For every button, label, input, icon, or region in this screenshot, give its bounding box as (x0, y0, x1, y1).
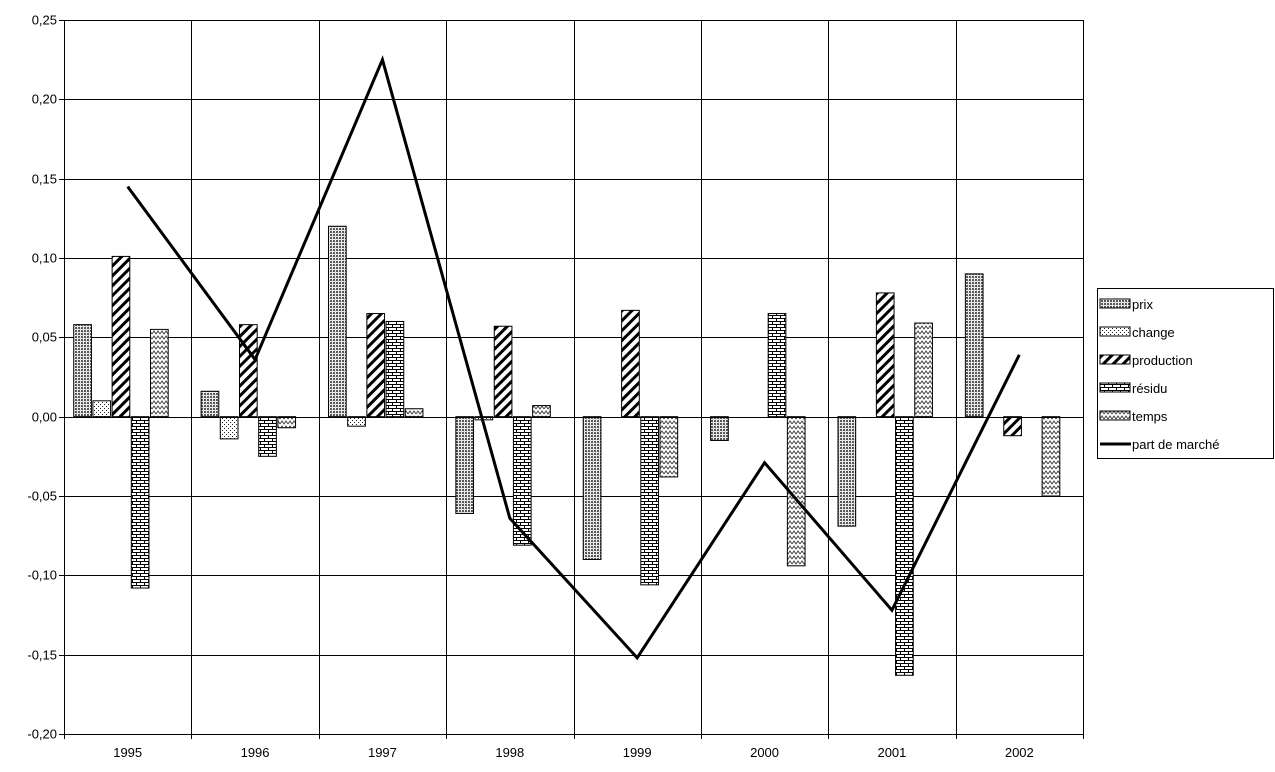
legend-swatch (1099, 298, 1131, 309)
line-series (126, 55, 1021, 661)
x-tick-label: 1997 (368, 745, 397, 760)
legend-label: production (1132, 353, 1193, 368)
bar-temps-2001 (914, 322, 933, 418)
bar-temps-2002 (1041, 416, 1061, 497)
bar-production-2001 (875, 292, 895, 418)
bar-rsidu-2001 (895, 416, 914, 676)
legend-label: prix (1132, 297, 1153, 312)
axes: 0,25 0,20 0,15 0,10 0,05 0,00 -0,05 -0,10 -0,15 -… (27, 13, 1084, 760)
x-tick-label: 1996 (241, 745, 270, 760)
y-tick-label: 0,25 (32, 13, 57, 28)
bar-prix-1995 (73, 324, 92, 418)
y-tick-label: 0,00 (32, 410, 57, 425)
bar-production-1999 (621, 309, 640, 418)
y-tick-label: 0,15 (32, 172, 57, 187)
legend-label: temps (1132, 409, 1168, 424)
legend-swatch (1099, 354, 1131, 365)
bar-temps-1996 (277, 416, 297, 429)
x-tick-label: 2000 (750, 745, 779, 760)
bar-production-1998 (493, 325, 513, 418)
bar-production-1997 (366, 313, 386, 418)
legend-label: part de marché (1132, 437, 1219, 452)
y-tick-label: -0,10 (27, 568, 57, 583)
line-part-de-marche (126, 55, 1021, 661)
bar-rsidu-1998 (512, 416, 532, 546)
y-tick-label: -0,15 (27, 648, 57, 663)
bar-production-1996 (238, 324, 258, 418)
bar-temps-1999 (659, 416, 679, 478)
bar-prix-1996 (200, 390, 220, 418)
legend-swatch (1099, 382, 1131, 393)
y-tick-label: 0,05 (32, 330, 57, 345)
bar-change-1995 (92, 400, 112, 418)
y-tick-label: -0,05 (27, 489, 57, 504)
bar-prix-1998 (455, 416, 475, 514)
bar-production-2002 (1003, 416, 1022, 437)
bar-prix-2002 (964, 273, 984, 418)
bar-prix-2000 (710, 416, 729, 441)
bar-temps-1995 (149, 328, 169, 418)
legend-label: change (1132, 325, 1175, 340)
bar-rsidu-1996 (258, 416, 277, 457)
bars (73, 225, 1061, 676)
x-tick-label: 1999 (623, 745, 652, 760)
bar-prix-2001 (837, 416, 857, 527)
bar-temps-1997 (404, 408, 424, 418)
bar-rsidu-1997 (385, 320, 405, 418)
x-tick-label: 2001 (877, 745, 906, 760)
y-tick-label: 0,20 (32, 92, 57, 107)
bar-rsidu-1999 (640, 416, 659, 586)
bar-rsidu-2000 (767, 313, 787, 418)
y-tick-label: 0,10 (32, 251, 57, 266)
x-tick-label: 1998 (495, 745, 524, 760)
bar-prix-1997 (327, 225, 347, 418)
bar-prix-1999 (582, 416, 602, 560)
legend-label: résidu (1132, 381, 1167, 396)
legend-swatch (1099, 410, 1131, 421)
legend: prix change production résidu temps part de m… (1097, 288, 1274, 459)
bar-change-1996 (219, 416, 239, 440)
legend-box (1097, 288, 1274, 459)
x-tick-label: 1995 (113, 745, 142, 760)
x-tick-label: 2002 (1005, 745, 1034, 760)
legend-swatch (1099, 326, 1131, 337)
bar-temps-1998 (532, 405, 551, 418)
bar-rsidu-1995 (130, 416, 150, 589)
bar-production-1995 (111, 255, 131, 418)
y-tick-label: -0,20 (27, 727, 57, 742)
bar-change-1997 (347, 416, 366, 427)
